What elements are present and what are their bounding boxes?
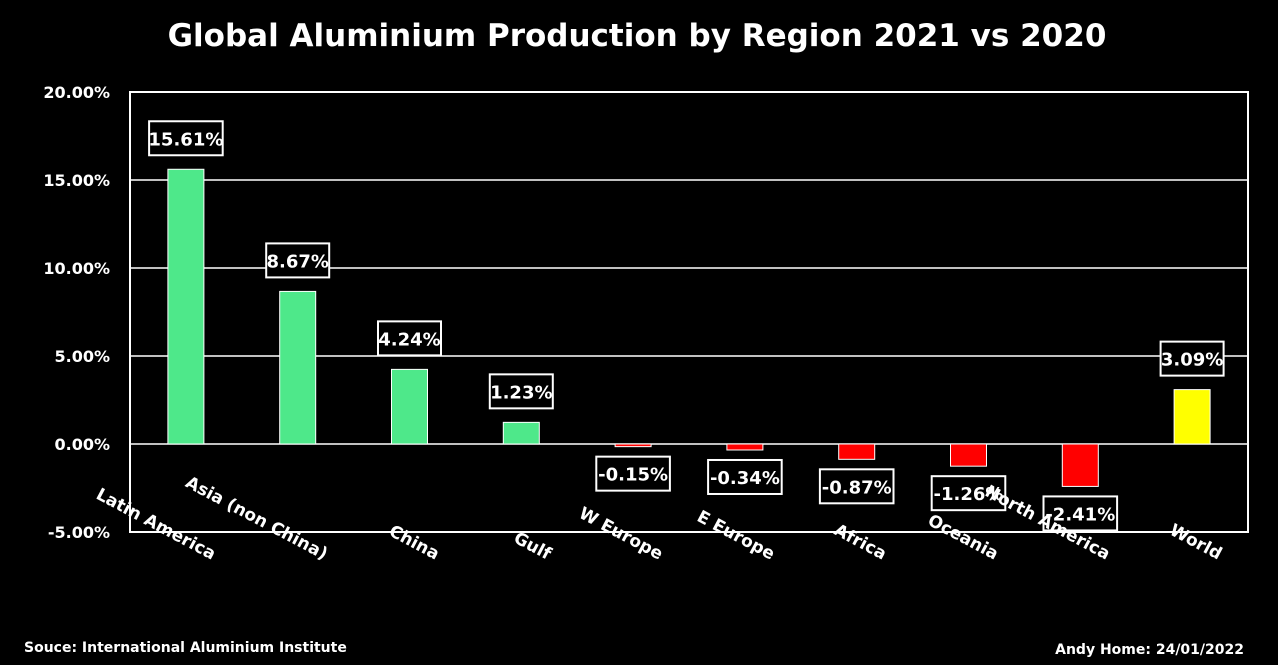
credit-note: Andy Home: 24/01/2022 [1055, 642, 1244, 658]
x-tick-label: World [1166, 520, 1225, 564]
y-tick-label: 0.00% [54, 435, 110, 454]
bar [726, 443, 764, 451]
data-label-box [930, 475, 1007, 512]
data-label-box [377, 320, 442, 357]
y-tick-label: 5.00% [54, 347, 110, 366]
data-label: -0.34% [710, 468, 780, 489]
data-label-box [1042, 495, 1119, 532]
x-tick-label: E Europe [693, 507, 777, 565]
x-tick-label: Africa [831, 520, 890, 564]
data-label-box [595, 455, 671, 492]
bar [950, 443, 987, 467]
bar [1173, 389, 1211, 445]
data-label-box [818, 468, 895, 505]
data-label-box [488, 373, 554, 410]
data-label: -1.26% [934, 484, 1004, 505]
bar [391, 368, 428, 445]
chart-title: Global Aluminium Production by Region 20… [168, 18, 1107, 54]
bar [502, 421, 540, 445]
bar [279, 290, 317, 445]
data-label-box [148, 120, 224, 157]
data-label: 15.61% [148, 129, 223, 150]
y-tick-label: -5.00% [48, 523, 110, 542]
data-label: 8.67% [266, 251, 328, 272]
data-label: 4.24% [378, 329, 440, 350]
x-tick-label: W Europe [575, 503, 666, 564]
bar [1061, 443, 1099, 487]
x-tick-label: Gulf [510, 528, 555, 564]
x-tick-label: Oceania [924, 511, 1001, 565]
data-labels: 15.61% 8.67% 4.24% 1.23% -0.15% -0.34% -0.87% -… [148, 120, 1225, 532]
data-label: 1.23% [490, 382, 552, 403]
data-label-box [1159, 340, 1225, 377]
data-label-box [265, 242, 331, 279]
source-note: Souce: International Aluminium Institute [24, 640, 347, 656]
bars [167, 168, 1211, 487]
x-tick-label: China [385, 521, 442, 564]
data-label: -2.41% [1045, 504, 1115, 525]
data-label: -0.15% [598, 465, 668, 486]
data-label-box [707, 458, 783, 495]
data-label: 3.09% [1161, 350, 1223, 371]
bar [614, 443, 652, 448]
data-label: -0.87% [822, 477, 892, 498]
y-tick-label: 20.00% [43, 83, 110, 102]
bar [167, 168, 205, 445]
y-tick-label: 10.00% [43, 259, 110, 278]
y-axis: 20.00% 15.00% 10.00% 5.00% 0.00% -5.00% [43, 83, 110, 542]
plot-area [129, 91, 1249, 533]
y-tick-label: 15.00% [43, 171, 110, 190]
bar [838, 443, 876, 460]
